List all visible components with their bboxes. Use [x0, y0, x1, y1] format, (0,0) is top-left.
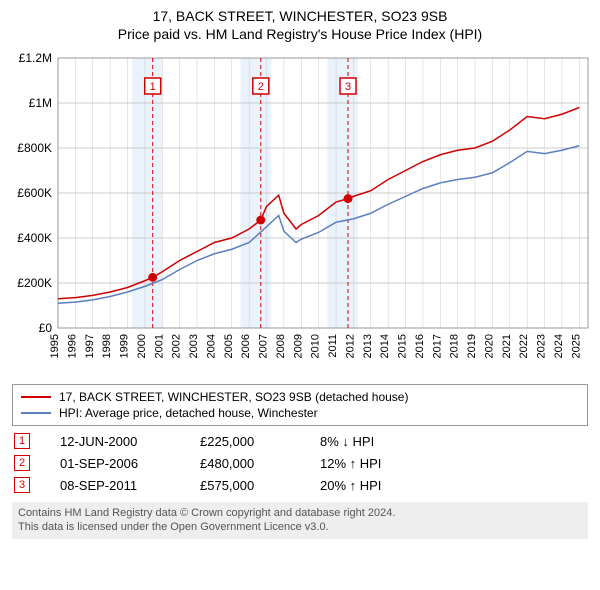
legend: 17, BACK STREET, WINCHESTER, SO23 9SB (d… — [12, 384, 588, 426]
svg-text:2005: 2005 — [223, 334, 235, 358]
legend-swatch — [21, 396, 51, 398]
svg-text:2004: 2004 — [205, 334, 217, 358]
svg-text:2022: 2022 — [518, 334, 530, 358]
svg-text:2014: 2014 — [379, 334, 391, 358]
svg-text:2013: 2013 — [362, 334, 374, 358]
legend-item: 17, BACK STREET, WINCHESTER, SO23 9SB (d… — [21, 389, 579, 405]
svg-text:£400K: £400K — [17, 231, 52, 245]
legend-label: 17, BACK STREET, WINCHESTER, SO23 9SB (d… — [59, 390, 408, 404]
event-row: 3 08-SEP-2011£575,00020% ↑ HPI — [12, 474, 588, 496]
event-pct: 20% ↑ HPI — [320, 478, 381, 493]
svg-text:2020: 2020 — [483, 334, 495, 358]
event-marker: 1 — [14, 433, 30, 449]
legend-item: HPI: Average price, detached house, Winc… — [21, 405, 579, 421]
legend-label: HPI: Average price, detached house, Winc… — [59, 406, 318, 420]
svg-text:2: 2 — [258, 81, 264, 93]
svg-text:2023: 2023 — [536, 334, 548, 358]
svg-text:£0: £0 — [39, 321, 53, 335]
event-row: 1 12-JUN-2000£225,0008% ↓ HPI — [12, 430, 588, 452]
svg-text:3: 3 — [345, 81, 351, 93]
event-price: £480,000 — [200, 456, 320, 471]
svg-text:2015: 2015 — [397, 334, 409, 358]
svg-text:2000: 2000 — [136, 334, 148, 358]
sale-events: 1 12-JUN-2000£225,0008% ↓ HPI 2 01-SEP-2006… — [12, 430, 588, 496]
svg-text:2018: 2018 — [449, 334, 461, 358]
event-row: 2 01-SEP-2006£480,00012% ↑ HPI — [12, 452, 588, 474]
title-main: 17, BACK STREET, WINCHESTER, SO23 9SB — [8, 8, 592, 24]
event-date: 12-JUN-2000 — [60, 434, 200, 449]
svg-text:£1.2M: £1.2M — [19, 51, 52, 65]
footer-line-1: Contains HM Land Registry data © Crown c… — [18, 506, 582, 520]
svg-text:2009: 2009 — [292, 334, 304, 358]
svg-text:2024: 2024 — [553, 334, 565, 358]
event-price: £575,000 — [200, 478, 320, 493]
footer: Contains HM Land Registry data © Crown c… — [12, 502, 588, 539]
svg-text:£800K: £800K — [17, 141, 52, 155]
event-pct: 8% ↓ HPI — [320, 434, 374, 449]
svg-text:1996: 1996 — [66, 334, 78, 358]
svg-text:2025: 2025 — [570, 334, 582, 358]
event-pct: 12% ↑ HPI — [320, 456, 381, 471]
svg-text:2010: 2010 — [310, 334, 322, 358]
svg-text:2017: 2017 — [431, 334, 443, 358]
svg-text:2016: 2016 — [414, 334, 426, 358]
svg-text:2011: 2011 — [327, 334, 339, 358]
chart-container: 17, BACK STREET, WINCHESTER, SO23 9SB Pr… — [0, 0, 600, 547]
titles: 17, BACK STREET, WINCHESTER, SO23 9SB Pr… — [8, 8, 592, 42]
event-marker: 3 — [14, 477, 30, 493]
svg-text:£1M: £1M — [29, 96, 52, 110]
svg-text:£200K: £200K — [17, 276, 52, 290]
svg-text:2008: 2008 — [275, 334, 287, 358]
chart: £0 £200K £400K £600K £800K £1M £1.2M 1995 1996 19… — [8, 48, 592, 378]
svg-text:1999: 1999 — [119, 334, 131, 358]
svg-text:2002: 2002 — [171, 334, 183, 358]
svg-text:2007: 2007 — [258, 334, 270, 358]
svg-text:2001: 2001 — [153, 334, 165, 358]
svg-text:2006: 2006 — [240, 334, 252, 358]
svg-text:2019: 2019 — [466, 334, 478, 358]
legend-swatch — [21, 412, 51, 414]
event-date: 08-SEP-2011 — [60, 478, 200, 493]
svg-text:2012: 2012 — [344, 334, 356, 358]
event-marker: 2 — [14, 455, 30, 471]
svg-text:1995: 1995 — [49, 334, 61, 358]
svg-text:2021: 2021 — [501, 334, 513, 358]
title-sub: Price paid vs. HM Land Registry's House … — [8, 26, 592, 42]
svg-text:1997: 1997 — [84, 334, 96, 358]
chart-svg: £0 £200K £400K £600K £800K £1M £1.2M 1995 1996 19… — [8, 48, 592, 378]
svg-text:1998: 1998 — [101, 334, 113, 358]
svg-text:1: 1 — [150, 81, 156, 93]
svg-text:£600K: £600K — [17, 186, 52, 200]
footer-line-2: This data is licensed under the Open Gov… — [18, 520, 582, 534]
event-date: 01-SEP-2006 — [60, 456, 200, 471]
event-price: £225,000 — [200, 434, 320, 449]
svg-text:2003: 2003 — [188, 334, 200, 358]
